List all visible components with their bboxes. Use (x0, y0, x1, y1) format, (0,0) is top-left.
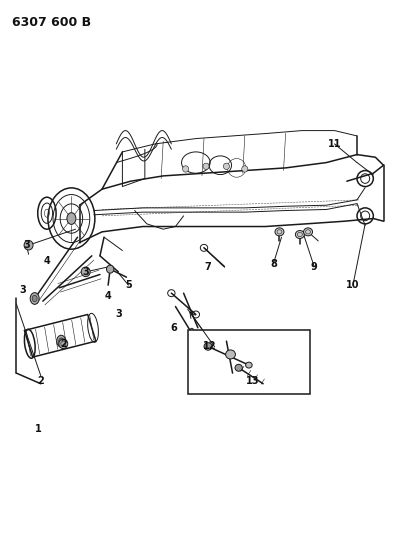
Ellipse shape (203, 163, 209, 169)
Ellipse shape (183, 166, 189, 172)
Ellipse shape (30, 293, 39, 304)
Text: 7: 7 (205, 262, 211, 271)
Text: 3: 3 (23, 240, 30, 250)
Text: 3: 3 (82, 267, 89, 277)
Ellipse shape (106, 265, 114, 273)
Text: 3: 3 (19, 286, 26, 295)
Ellipse shape (235, 365, 242, 371)
Ellipse shape (226, 350, 235, 359)
Text: 4: 4 (44, 256, 50, 266)
Ellipse shape (246, 362, 252, 368)
Text: 3: 3 (115, 310, 122, 319)
Text: 4: 4 (105, 291, 111, 301)
Ellipse shape (57, 335, 66, 347)
Ellipse shape (275, 228, 284, 236)
Ellipse shape (59, 339, 68, 349)
Ellipse shape (204, 343, 212, 350)
Text: 8: 8 (270, 259, 277, 269)
Ellipse shape (304, 228, 313, 236)
Text: 12: 12 (203, 342, 217, 351)
Ellipse shape (59, 338, 64, 344)
Text: 2: 2 (38, 376, 44, 386)
Ellipse shape (81, 267, 90, 277)
Text: 10: 10 (346, 280, 360, 290)
Ellipse shape (67, 213, 76, 224)
Bar (188, 330, 310, 394)
Text: 13: 13 (246, 376, 260, 386)
Text: 6307 600 B: 6307 600 B (12, 16, 91, 29)
Ellipse shape (295, 230, 304, 239)
Ellipse shape (242, 166, 248, 172)
Text: 6: 6 (170, 323, 177, 333)
Ellipse shape (224, 163, 230, 169)
Ellipse shape (24, 240, 33, 250)
Text: 1: 1 (35, 424, 42, 434)
Text: 5: 5 (125, 280, 132, 290)
Text: 11: 11 (328, 139, 341, 149)
Text: 9: 9 (311, 262, 317, 271)
Text: 2: 2 (60, 339, 67, 349)
Ellipse shape (32, 295, 37, 302)
